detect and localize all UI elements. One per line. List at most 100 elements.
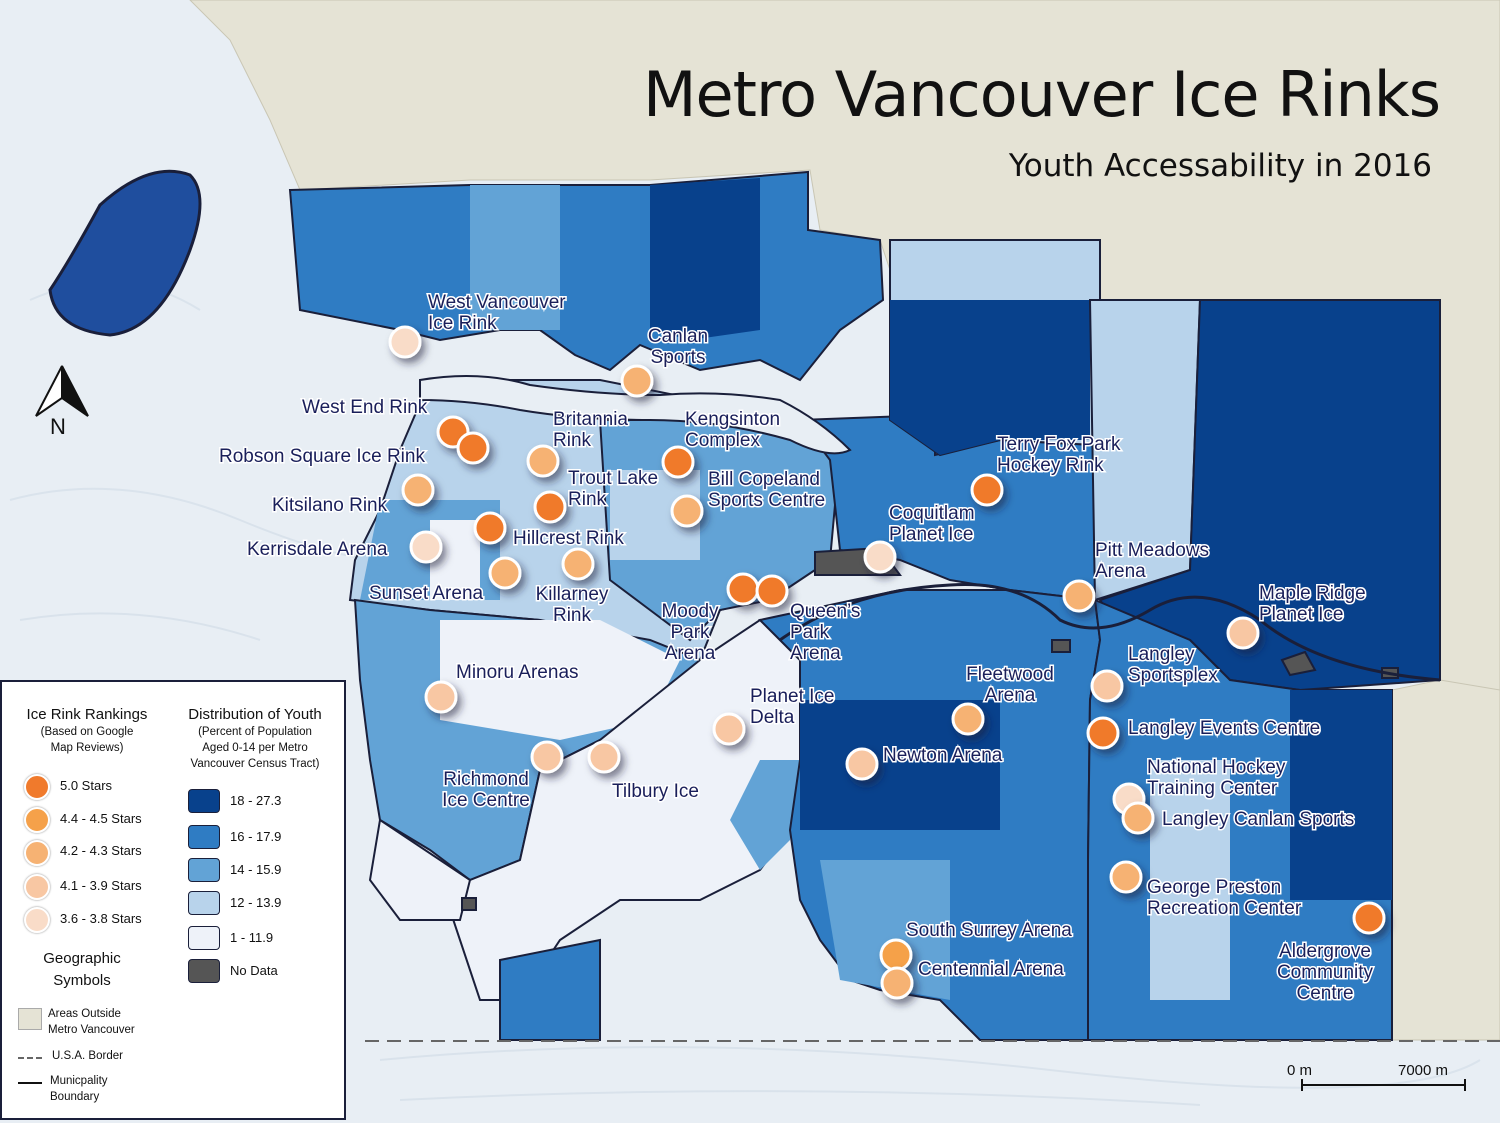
rink-marker-26[interactable] bbox=[587, 740, 621, 774]
outside-area-east bbox=[1391, 679, 1500, 1041]
rink-marker-29[interactable] bbox=[1121, 801, 1155, 835]
rink-label-19-line-1: Maple Ridge bbox=[1259, 583, 1366, 604]
legend-outside-swatch bbox=[18, 1008, 42, 1030]
rink-marker-24[interactable] bbox=[712, 712, 746, 746]
rink-label-1-line-1: West Vancouver bbox=[428, 292, 566, 313]
legend-border-label: U.S.A. Border bbox=[52, 1050, 123, 1062]
rink-marker-6[interactable] bbox=[661, 445, 695, 479]
rink-label-9-line-2: Sports Centre bbox=[708, 490, 825, 511]
rink-label-28-line-2: Training Center bbox=[1147, 778, 1278, 799]
rink-label-29-line-1: Langley Canlan Sports bbox=[1162, 809, 1354, 830]
rink-marker-21[interactable] bbox=[424, 680, 458, 714]
rink-marker-8[interactable] bbox=[533, 490, 567, 524]
rink-label-20-line-1: Langley bbox=[1128, 644, 1195, 665]
legend-outside-1: Areas Outside bbox=[48, 1008, 121, 1020]
legend-class-label-3: 14 - 15.9 bbox=[230, 862, 282, 877]
rink-marker-11[interactable] bbox=[409, 530, 443, 564]
rink-label-33-line-1: Centennial Arena bbox=[918, 959, 1064, 980]
rink-label-17-line-1: Terry Fox Park bbox=[997, 434, 1121, 455]
rink-marker-14[interactable] bbox=[726, 572, 760, 606]
rink-marker-20[interactable] bbox=[1090, 669, 1124, 703]
rink-markers bbox=[388, 325, 1386, 1000]
rink-label-14-line-3: Arena bbox=[665, 643, 716, 664]
rink-label-22-line-2: Arena bbox=[985, 685, 1036, 706]
rink-label-7-line-1: Kitsilano Rink bbox=[272, 495, 388, 516]
rink-label-23-line-1: Langley Events Centre bbox=[1128, 718, 1320, 739]
legend-rank-label-1: 5.0 Stars bbox=[60, 778, 113, 793]
legend: Ice Rink Rankings (Based on Google Map R… bbox=[0, 680, 346, 1120]
rink-label-24-line-1: Planet Ice bbox=[750, 686, 835, 707]
rink-label-27-line-1: Newton Arena bbox=[883, 745, 1003, 766]
rink-marker-32[interactable] bbox=[879, 938, 913, 972]
rink-marker-9[interactable] bbox=[670, 494, 704, 528]
legend-rank-dot-5 bbox=[24, 907, 50, 933]
legend-class-label-4: 12 - 13.9 bbox=[230, 895, 282, 910]
fraser-river bbox=[779, 582, 1441, 682]
rink-marker-13[interactable] bbox=[488, 556, 522, 590]
rink-marker-33[interactable] bbox=[880, 966, 914, 1000]
rink-label-16-line-1: Coquitlam bbox=[889, 503, 975, 524]
scale-bar bbox=[1301, 1079, 1466, 1091]
rink-marker-18[interactable] bbox=[1062, 579, 1096, 613]
legend-rank-label-3: 4.2 - 4.3 Stars bbox=[60, 843, 142, 858]
rink-label-31-line-2: Community bbox=[1277, 962, 1374, 983]
rink-marker-23[interactable] bbox=[1086, 716, 1120, 750]
rink-label-15-line-1: Queen’s bbox=[790, 601, 860, 622]
legend-class-swatch-6 bbox=[188, 959, 220, 983]
legend-rankings-title: Ice Rink Rankings bbox=[26, 706, 148, 723]
rink-marker-17[interactable] bbox=[970, 473, 1004, 507]
legend-class-swatch-3 bbox=[188, 858, 220, 882]
legend-class-swatch-5 bbox=[188, 926, 220, 950]
rink-label-18-line-2: Arena bbox=[1095, 561, 1146, 582]
legend-outside-2: Metro Vancouver bbox=[48, 1024, 135, 1036]
census-regions bbox=[288, 170, 1441, 1041]
legend-rank-label-5: 3.6 - 3.8 Stars bbox=[60, 911, 142, 926]
rink-marker-2[interactable] bbox=[620, 364, 654, 398]
rink-marker-27[interactable] bbox=[845, 747, 879, 781]
rink-marker-7[interactable] bbox=[401, 473, 435, 507]
rink-marker-15[interactable] bbox=[755, 574, 789, 608]
rink-marker-30[interactable] bbox=[1109, 860, 1143, 894]
bowen-island bbox=[48, 169, 202, 337]
legend-rank-label-2: 4.4 - 4.5 Stars bbox=[60, 811, 142, 826]
legend-class-label-2: 16 - 17.9 bbox=[230, 829, 282, 844]
rink-marker-31[interactable] bbox=[1352, 901, 1386, 935]
legend-class-label-5: 1 - 11.9 bbox=[230, 930, 274, 945]
rink-marker-25[interactable] bbox=[530, 740, 564, 774]
legend-class-swatch-4 bbox=[188, 891, 220, 915]
legend-rank-dot-4 bbox=[24, 874, 50, 900]
rink-label-31-line-1: Aldergrove bbox=[1279, 941, 1371, 962]
rink-label-20-line-2: Sportsplex bbox=[1128, 665, 1218, 686]
rink-marker-4[interactable] bbox=[456, 431, 490, 465]
rink-label-24-line-2: Delta bbox=[750, 707, 795, 728]
rink-marker-19[interactable] bbox=[1226, 616, 1260, 650]
rink-label-30-line-2: Recreation Center bbox=[1147, 898, 1302, 919]
scale-end-label: 7000 m bbox=[1398, 1062, 1449, 1079]
rink-label-22-line-1: Fleetwood bbox=[966, 664, 1054, 685]
legend-class-label-1: 18 - 27.3 bbox=[230, 793, 282, 808]
legend-rankings-sub1: (Based on Google bbox=[40, 726, 134, 738]
rink-label-11-line-1: Kerrisdale Arena bbox=[247, 539, 388, 560]
legend-geo-title-2: Symbols bbox=[53, 972, 111, 989]
rink-label-1-line-2: Ice Rink bbox=[428, 313, 497, 334]
rink-marker-12[interactable] bbox=[561, 547, 595, 581]
rink-label-2-line-1: Canlan bbox=[648, 326, 708, 347]
legend-border-swatch bbox=[18, 1057, 42, 1059]
legend-muni-1: Municpality bbox=[50, 1075, 108, 1087]
rink-label-10-line-1: Hillcrest Rink bbox=[513, 528, 624, 549]
rink-label-5-line-1: Britannia bbox=[553, 409, 628, 430]
rink-label-9-line-1: Bill Copeland bbox=[708, 469, 820, 490]
rink-label-17-line-2: Hockey Rink bbox=[997, 455, 1104, 476]
rink-marker-22[interactable] bbox=[951, 702, 985, 736]
legend-distribution-sub3: Vancouver Census Tract) bbox=[190, 758, 320, 770]
rink-marker-5[interactable] bbox=[526, 444, 560, 478]
rink-label-18-line-1: Pitt Meadows bbox=[1095, 540, 1209, 561]
rink-marker-10[interactable] bbox=[473, 511, 507, 545]
legend-distribution-sub2: Aged 0-14 per Metro bbox=[202, 742, 308, 754]
rink-label-19-line-2: Planet Ice bbox=[1259, 604, 1344, 625]
rink-marker-1[interactable] bbox=[388, 325, 422, 359]
legend-muni-2: Boundary bbox=[50, 1091, 100, 1103]
rink-marker-16[interactable] bbox=[863, 540, 897, 574]
